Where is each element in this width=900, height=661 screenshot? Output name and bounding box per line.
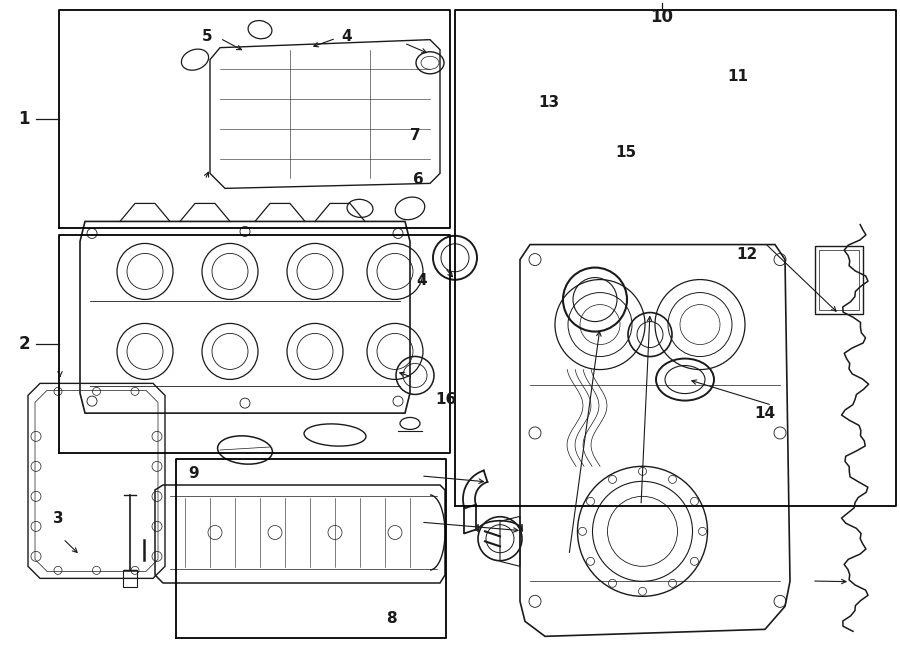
Text: 2: 2 xyxy=(19,334,30,353)
Text: 11: 11 xyxy=(727,69,749,83)
Text: 7: 7 xyxy=(410,128,421,143)
Text: 10: 10 xyxy=(650,7,673,26)
Text: 4: 4 xyxy=(341,29,352,44)
Text: 8: 8 xyxy=(386,611,397,625)
Text: 5: 5 xyxy=(202,29,212,44)
Text: 3: 3 xyxy=(53,512,64,526)
Text: 15: 15 xyxy=(615,145,636,159)
Text: 13: 13 xyxy=(538,95,560,110)
Text: 4: 4 xyxy=(416,274,427,288)
Text: 9: 9 xyxy=(188,467,199,481)
Text: 6: 6 xyxy=(413,173,424,187)
Text: 14: 14 xyxy=(754,406,776,420)
Text: 1: 1 xyxy=(19,110,30,128)
Text: 12: 12 xyxy=(736,247,758,262)
Text: 16: 16 xyxy=(435,393,456,407)
